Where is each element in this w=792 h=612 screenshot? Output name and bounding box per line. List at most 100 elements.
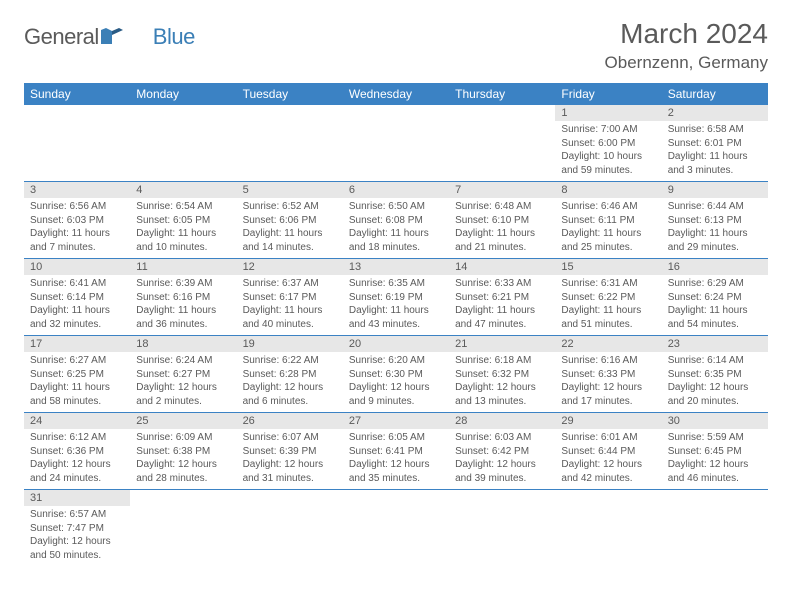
calendar-day-cell: 24Sunrise: 6:12 AMSunset: 6:36 PMDayligh…: [24, 413, 130, 490]
day-detail-line: and 3 minutes.: [668, 164, 762, 178]
day-detail-line: Sunrise: 6:01 AM: [561, 431, 655, 445]
day-details: Sunrise: 6:58 AMSunset: 6:01 PMDaylight:…: [662, 121, 768, 181]
day-detail-line: Daylight: 12 hours: [136, 381, 230, 395]
day-detail-line: and 17 minutes.: [561, 395, 655, 409]
day-details: Sunrise: 5:59 AMSunset: 6:45 PMDaylight:…: [662, 429, 768, 489]
day-number: 17: [24, 336, 130, 352]
calendar-day-cell: 9Sunrise: 6:44 AMSunset: 6:13 PMDaylight…: [662, 182, 768, 259]
day-detail-line: Sunrise: 5:59 AM: [668, 431, 762, 445]
day-detail-line: Daylight: 11 hours: [455, 227, 549, 241]
day-number: 6: [343, 182, 449, 198]
day-number: 2: [662, 105, 768, 121]
calendar-day-cell: [237, 490, 343, 567]
calendar-day-cell: 12Sunrise: 6:37 AMSunset: 6:17 PMDayligh…: [237, 259, 343, 336]
day-detail-line: Daylight: 11 hours: [561, 304, 655, 318]
day-detail-line: Daylight: 12 hours: [349, 381, 443, 395]
day-number: 16: [662, 259, 768, 275]
calendar-table: Sunday Monday Tuesday Wednesday Thursday…: [24, 83, 768, 566]
day-number: 31: [24, 490, 130, 506]
logo: General Blue: [24, 18, 195, 50]
calendar-day-cell: 30Sunrise: 5:59 AMSunset: 6:45 PMDayligh…: [662, 413, 768, 490]
day-detail-line: Sunset: 6:22 PM: [561, 291, 655, 305]
day-number: 1: [555, 105, 661, 121]
day-detail-line: Daylight: 11 hours: [668, 150, 762, 164]
day-details: Sunrise: 6:48 AMSunset: 6:10 PMDaylight:…: [449, 198, 555, 258]
day-detail-line: Sunrise: 6:07 AM: [243, 431, 337, 445]
title-block: March 2024 Obernzenn, Germany: [605, 18, 768, 73]
day-detail-line: Sunrise: 6:33 AM: [455, 277, 549, 291]
weekday-header: Friday: [555, 83, 661, 105]
day-number: 14: [449, 259, 555, 275]
day-detail-line: Daylight: 12 hours: [668, 381, 762, 395]
day-detail-line: and 21 minutes.: [455, 241, 549, 255]
calendar-day-cell: 20Sunrise: 6:20 AMSunset: 6:30 PMDayligh…: [343, 336, 449, 413]
day-detail-line: Sunrise: 6:50 AM: [349, 200, 443, 214]
day-details: Sunrise: 6:46 AMSunset: 6:11 PMDaylight:…: [555, 198, 661, 258]
weekday-header-row: Sunday Monday Tuesday Wednesday Thursday…: [24, 83, 768, 105]
day-details: Sunrise: 6:57 AMSunset: 7:47 PMDaylight:…: [24, 506, 130, 566]
day-detail-line: Sunrise: 6:29 AM: [668, 277, 762, 291]
calendar-day-cell: 21Sunrise: 6:18 AMSunset: 6:32 PMDayligh…: [449, 336, 555, 413]
day-detail-line: Sunset: 6:16 PM: [136, 291, 230, 305]
day-detail-line: Daylight: 11 hours: [668, 304, 762, 318]
day-details: Sunrise: 6:50 AMSunset: 6:08 PMDaylight:…: [343, 198, 449, 258]
day-details: Sunrise: 6:44 AMSunset: 6:13 PMDaylight:…: [662, 198, 768, 258]
calendar-day-cell: 3Sunrise: 6:56 AMSunset: 6:03 PMDaylight…: [24, 182, 130, 259]
day-details: Sunrise: 6:07 AMSunset: 6:39 PMDaylight:…: [237, 429, 343, 489]
day-number: 28: [449, 413, 555, 429]
day-detail-line: and 59 minutes.: [561, 164, 655, 178]
day-detail-line: and 39 minutes.: [455, 472, 549, 486]
day-detail-line: Sunrise: 6:39 AM: [136, 277, 230, 291]
day-details: Sunrise: 6:20 AMSunset: 6:30 PMDaylight:…: [343, 352, 449, 412]
day-detail-line: Sunset: 6:08 PM: [349, 214, 443, 228]
day-detail-line: and 36 minutes.: [136, 318, 230, 332]
calendar-day-cell: 4Sunrise: 6:54 AMSunset: 6:05 PMDaylight…: [130, 182, 236, 259]
day-detail-line: and 32 minutes.: [30, 318, 124, 332]
day-number: 12: [237, 259, 343, 275]
day-detail-line: Daylight: 12 hours: [455, 458, 549, 472]
day-number: 25: [130, 413, 236, 429]
day-details: Sunrise: 6:29 AMSunset: 6:24 PMDaylight:…: [662, 275, 768, 335]
day-detail-line: Daylight: 11 hours: [243, 227, 337, 241]
day-details: Sunrise: 6:16 AMSunset: 6:33 PMDaylight:…: [555, 352, 661, 412]
weekday-header: Saturday: [662, 83, 768, 105]
calendar-day-cell: 15Sunrise: 6:31 AMSunset: 6:22 PMDayligh…: [555, 259, 661, 336]
day-number: 15: [555, 259, 661, 275]
calendar-day-cell: [130, 105, 236, 182]
day-detail-line: Sunrise: 6:16 AM: [561, 354, 655, 368]
day-detail-line: Sunset: 6:28 PM: [243, 368, 337, 382]
calendar-day-cell: [343, 105, 449, 182]
logo-flag-icon: [101, 28, 123, 49]
day-details: Sunrise: 6:22 AMSunset: 6:28 PMDaylight:…: [237, 352, 343, 412]
day-detail-line: Daylight: 11 hours: [30, 227, 124, 241]
day-number: 11: [130, 259, 236, 275]
calendar-page: General Blue March 2024 Obernzenn, Germa…: [0, 0, 792, 584]
day-details: Sunrise: 6:33 AMSunset: 6:21 PMDaylight:…: [449, 275, 555, 335]
day-detail-line: Sunrise: 6:22 AM: [243, 354, 337, 368]
day-detail-line: Sunset: 6:05 PM: [136, 214, 230, 228]
calendar-day-cell: [24, 105, 130, 182]
day-detail-line: Daylight: 11 hours: [349, 304, 443, 318]
day-detail-line: and 47 minutes.: [455, 318, 549, 332]
day-number: 23: [662, 336, 768, 352]
day-number: 29: [555, 413, 661, 429]
day-detail-line: Sunset: 6:38 PM: [136, 445, 230, 459]
day-detail-line: Sunrise: 6:18 AM: [455, 354, 549, 368]
day-detail-line: Sunrise: 6:56 AM: [30, 200, 124, 214]
day-details: Sunrise: 6:31 AMSunset: 6:22 PMDaylight:…: [555, 275, 661, 335]
day-detail-line: Sunset: 6:13 PM: [668, 214, 762, 228]
day-detail-line: and 54 minutes.: [668, 318, 762, 332]
day-number: 19: [237, 336, 343, 352]
calendar-day-cell: 16Sunrise: 6:29 AMSunset: 6:24 PMDayligh…: [662, 259, 768, 336]
day-detail-line: Daylight: 12 hours: [136, 458, 230, 472]
calendar-week-row: 3Sunrise: 6:56 AMSunset: 6:03 PMDaylight…: [24, 182, 768, 259]
day-detail-line: Sunset: 7:47 PM: [30, 522, 124, 536]
day-detail-line: Sunset: 6:42 PM: [455, 445, 549, 459]
day-detail-line: and 46 minutes.: [668, 472, 762, 486]
calendar-day-cell: 28Sunrise: 6:03 AMSunset: 6:42 PMDayligh…: [449, 413, 555, 490]
day-detail-line: Sunrise: 7:00 AM: [561, 123, 655, 137]
day-number: 8: [555, 182, 661, 198]
calendar-day-cell: [343, 490, 449, 567]
weekday-header: Monday: [130, 83, 236, 105]
day-detail-line: Sunrise: 6:58 AM: [668, 123, 762, 137]
